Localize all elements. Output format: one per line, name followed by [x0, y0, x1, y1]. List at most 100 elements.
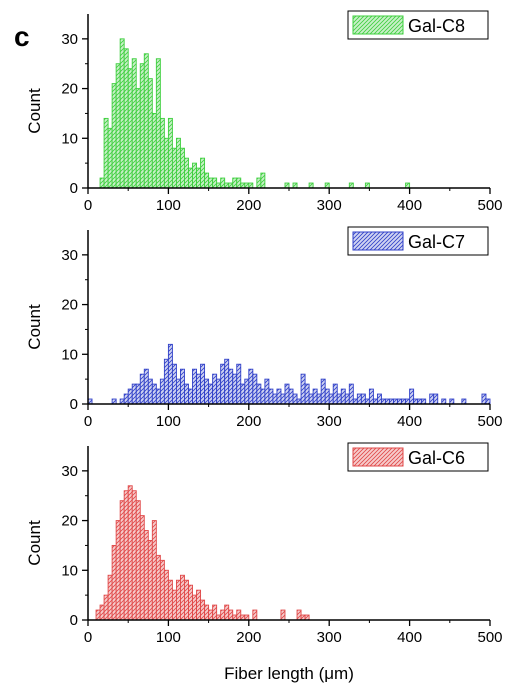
histogram-bar	[139, 63, 145, 189]
histogram-bar	[204, 604, 210, 621]
histogram-bar	[240, 383, 246, 405]
histogram-bar	[324, 388, 330, 405]
histogram-bar	[155, 58, 161, 189]
histogram-bar	[256, 383, 262, 405]
legend: Gal-C6	[347, 442, 489, 472]
histogram-bar	[228, 609, 234, 621]
histogram-bar	[272, 393, 278, 405]
histogram-bar	[348, 383, 354, 405]
histogram-bar	[115, 520, 121, 621]
legend-label: Gal-C8	[408, 16, 465, 36]
histogram-bar	[212, 604, 218, 621]
histogram-bar	[292, 393, 298, 405]
y-tick-label: 10	[61, 346, 78, 363]
histogram-bar	[184, 383, 189, 405]
histogram-bar	[151, 520, 157, 621]
histogram-bar	[127, 388, 133, 405]
histogram-bar	[147, 378, 153, 405]
histogram-bar	[208, 383, 214, 405]
histogram-bar	[220, 177, 226, 189]
histogram-bar	[224, 604, 230, 621]
histogram-bar	[180, 147, 185, 189]
histogram-bar	[232, 373, 238, 405]
histogram-bar	[368, 388, 374, 405]
y-tick-label: 10	[61, 130, 78, 147]
histogram-bar	[111, 544, 117, 621]
x-tick-label: 200	[236, 629, 261, 646]
histogram-bar	[429, 393, 435, 405]
histogram-bar	[264, 378, 270, 405]
histogram-bar	[159, 378, 165, 405]
histogram-bar	[123, 393, 129, 405]
histogram-bar	[163, 137, 169, 189]
histogram-bar	[167, 343, 173, 405]
histogram-panel: 0 100 200 300 400 500 0 10 20 30 Count Gal-C8	[25, 10, 503, 214]
histogram-bar	[192, 162, 197, 189]
histogram-bar	[175, 579, 181, 621]
y-tick-label: 20	[61, 513, 78, 530]
histogram-bar	[143, 368, 149, 405]
histogram-bar	[163, 358, 169, 405]
y-tick-label: 30	[61, 247, 78, 264]
histogram-bar	[119, 500, 125, 621]
x-tick-label: 500	[477, 629, 502, 646]
histogram-bar	[171, 363, 177, 405]
histogram-bar	[200, 363, 206, 405]
x-tick-label: 0	[84, 197, 92, 214]
y-tick-label: 30	[61, 31, 78, 48]
histogram-bar	[340, 388, 346, 405]
x-tick-label: 400	[397, 629, 422, 646]
x-tick-label: 200	[236, 197, 261, 214]
histogram-bar	[151, 383, 157, 405]
legend-swatch	[352, 231, 404, 251]
histogram-bar	[232, 177, 238, 189]
histogram-bar	[103, 117, 109, 189]
y-tick-label: 30	[61, 463, 78, 480]
histogram-bar	[280, 609, 286, 621]
histogram-bar	[260, 388, 266, 405]
histogram-bar	[99, 177, 105, 189]
histogram-bar	[409, 388, 415, 405]
x-tick-label: 300	[317, 629, 342, 646]
histogram-bar	[147, 540, 153, 621]
histogram-bar	[159, 559, 165, 621]
x-tick-label: 100	[156, 413, 181, 430]
histogram-bar	[151, 112, 157, 189]
histogram-bar	[260, 172, 266, 189]
y-tick-label: 20	[61, 297, 78, 314]
y-tick-label: 0	[70, 612, 78, 629]
histogram-bar	[236, 363, 242, 405]
histogram-bar	[200, 599, 206, 621]
histogram-bar	[284, 383, 290, 405]
y-axis-label: Count	[25, 520, 44, 566]
x-tick-label: 300	[317, 413, 342, 430]
histogram-bar	[208, 177, 214, 189]
x-tick-label: 200	[236, 413, 261, 430]
histogram-bar	[216, 378, 222, 405]
histogram-bar	[95, 609, 101, 621]
x-tick-label: 500	[477, 197, 502, 214]
histogram-bar	[228, 368, 234, 405]
histogram-bar	[188, 388, 193, 405]
panel-letter: c	[14, 21, 30, 52]
x-tick-label: 0	[84, 629, 92, 646]
histogram-bar	[248, 368, 254, 405]
histogram-bar	[143, 530, 149, 621]
histogram-bar	[184, 579, 189, 621]
x-tick-label: 100	[156, 629, 181, 646]
y-tick-label: 10	[61, 562, 78, 579]
histogram-bar	[328, 393, 334, 405]
histogram-bar	[159, 117, 165, 189]
histogram-bar	[175, 378, 181, 405]
histogram-bar	[316, 393, 322, 405]
histogram-bar	[192, 368, 197, 405]
legend-swatch	[352, 447, 404, 467]
y-tick-label: 20	[61, 81, 78, 98]
histogram-bar	[344, 393, 350, 405]
histogram-bar	[127, 68, 133, 189]
histogram-bar	[163, 569, 169, 621]
x-tick-label: 400	[397, 197, 422, 214]
y-tick-label: 0	[70, 396, 78, 413]
histogram-bar	[139, 373, 145, 405]
histogram-bar	[135, 383, 141, 405]
